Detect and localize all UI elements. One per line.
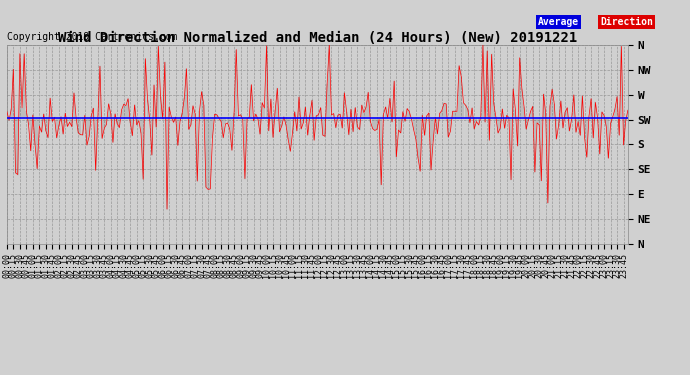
Text: Direction: Direction bbox=[600, 17, 653, 27]
Text: Average: Average bbox=[538, 17, 580, 27]
Title: Wind Direction Normalized and Median (24 Hours) (New) 20191221: Wind Direction Normalized and Median (24… bbox=[58, 31, 577, 45]
Text: Copyright 2019 Cartronics.com: Copyright 2019 Cartronics.com bbox=[7, 32, 177, 42]
